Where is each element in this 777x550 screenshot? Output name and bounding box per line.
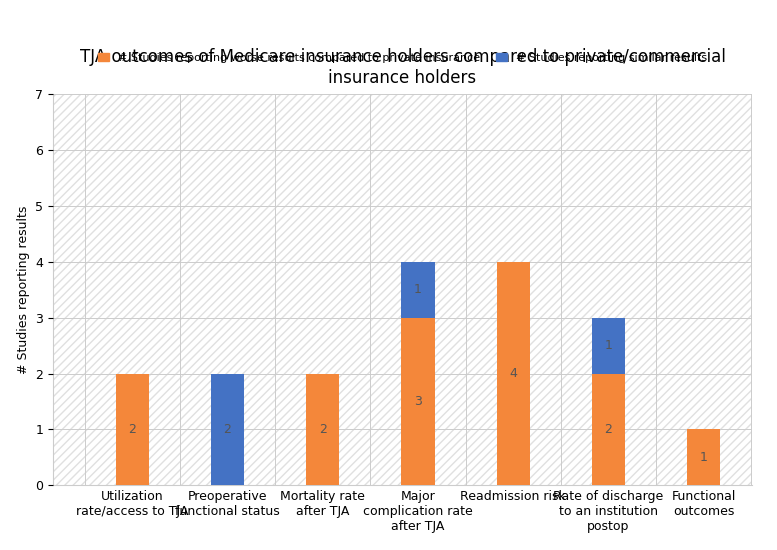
Legend: # Studies reporting worse results compared to private insurance, # Studies repor: # Studies reporting worse results compar… [93, 48, 712, 67]
Text: 1: 1 [414, 283, 422, 296]
Title: TJA outcomes of Medicare insurance holders compared to private/commercial
insura: TJA outcomes of Medicare insurance holde… [79, 48, 726, 86]
Bar [592, 317, 625, 373]
Text: 2: 2 [224, 423, 232, 436]
Bar [592, 373, 625, 486]
Bar [687, 430, 720, 486]
Bar [211, 373, 244, 486]
Bar [401, 262, 434, 317]
Bar [53, 94, 752, 486]
Bar [306, 373, 340, 486]
Bar [116, 373, 149, 486]
Text: 1: 1 [699, 451, 708, 464]
Text: 4: 4 [509, 367, 517, 380]
Y-axis label: # Studies reporting results: # Studies reporting results [16, 205, 30, 374]
Text: 1: 1 [605, 339, 612, 352]
Bar [497, 262, 530, 486]
Text: 2: 2 [605, 423, 612, 436]
Bar [401, 317, 434, 486]
Text: 3: 3 [414, 395, 422, 408]
Text: 2: 2 [319, 423, 326, 436]
Text: 2: 2 [128, 423, 136, 436]
